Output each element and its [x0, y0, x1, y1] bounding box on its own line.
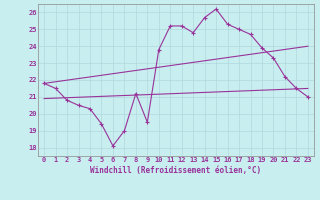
X-axis label: Windchill (Refroidissement éolien,°C): Windchill (Refroidissement éolien,°C): [91, 166, 261, 175]
